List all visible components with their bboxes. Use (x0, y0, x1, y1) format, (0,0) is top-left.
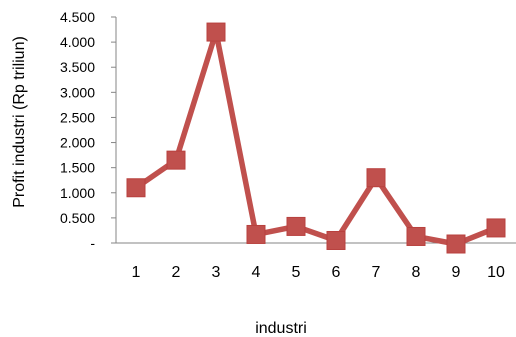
y-tick-label: 1.000 (60, 185, 95, 201)
series-profit (126, 22, 506, 254)
data-point-marker (406, 226, 426, 246)
data-point-marker (446, 234, 466, 254)
y-tick-label: 0.500 (60, 210, 95, 226)
data-point-marker (286, 216, 306, 236)
y-tick-label: 1.500 (60, 160, 95, 176)
x-tick-label: 5 (292, 264, 301, 281)
y-tick-label: 3.000 (60, 84, 95, 100)
data-point-marker (166, 150, 186, 170)
x-tick-label: 9 (452, 264, 461, 281)
y-tick-label: 2.000 (60, 135, 95, 151)
data-point-marker (486, 218, 506, 238)
x-tick-label: 10 (487, 264, 505, 281)
y-tick-label: 2.500 (60, 109, 95, 125)
x-tick-label: 6 (332, 264, 341, 281)
y-tick-label: - (90, 235, 95, 251)
data-point-marker (126, 178, 146, 198)
y-tick-label: 4.500 (60, 9, 95, 25)
series-line (134, 29, 498, 247)
y-tick-label: 4.000 (60, 34, 95, 50)
x-tick-label: 3 (212, 264, 221, 281)
x-tick-label: 7 (372, 264, 381, 281)
data-point-marker (326, 230, 346, 250)
y-tick-label: 3.500 (60, 59, 95, 75)
x-axis-title: industri (255, 320, 307, 337)
x-tick-label: 4 (252, 264, 261, 281)
x-tick-labels: 1 2 3 4 5 6 7 8 9 10 (132, 264, 505, 281)
x-tick-label: 2 (172, 264, 181, 281)
y-tick-labels: - 0.500 1.000 1.500 2.000 2.500 3.000 3.500 4.00… (60, 9, 116, 251)
data-point-marker (246, 224, 266, 244)
y-axis-title: Profit industri (Rp triliun) (11, 36, 28, 208)
data-point-marker (366, 168, 386, 188)
data-point-marker (206, 22, 226, 42)
x-tick-label: 1 (132, 264, 141, 281)
x-tick-label: 8 (412, 264, 421, 281)
